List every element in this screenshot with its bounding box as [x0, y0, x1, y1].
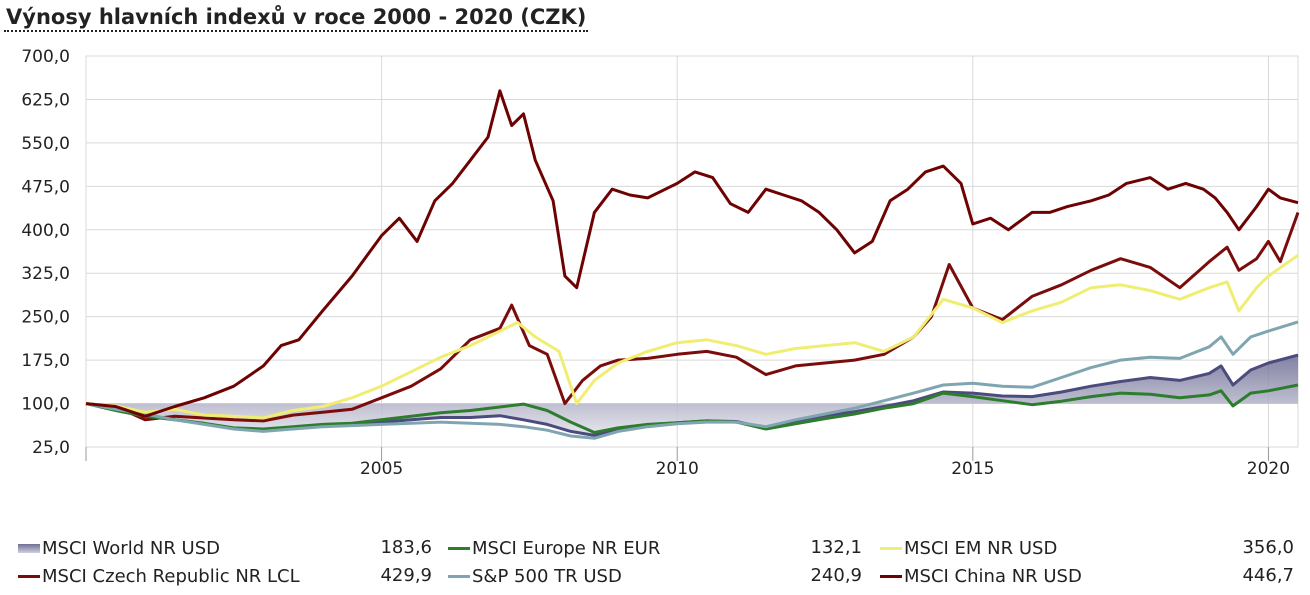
y-tick-label: 175,0 — [21, 351, 70, 371]
y-tick-label: 550,0 — [21, 134, 70, 154]
legend-swatch — [448, 546, 470, 550]
legend-swatch — [18, 543, 40, 553]
series-line-s-p-500-tr-usd — [85, 320, 1299, 440]
y-tick-label: 475,0 — [21, 177, 70, 197]
legend-item: MSCI Europe NR EUR — [448, 534, 660, 562]
legend-row: MSCI Czech Republic NR LCL 429,9 S&P 500… — [18, 562, 1302, 590]
y-tick-label: 100,0 — [21, 395, 70, 415]
chart-plot: 700,0 625,0 550,0 475,0 400,0 325,0 250,0 175,0… — [21, 47, 1300, 479]
legend-item: S&P 500 TR USD — [448, 562, 622, 590]
legend-value: 356,0 — [1242, 537, 1294, 558]
series-line-msci-china-nr-usd — [85, 89, 1299, 418]
legend-label: MSCI Europe NR EUR — [472, 537, 661, 559]
x-tick-label: 2010 — [656, 459, 699, 479]
legend-row: MSCI World NR USD 183,6 MSCI Europe NR E… — [18, 534, 1302, 562]
legend-item: MSCI China NR USD — [880, 562, 1082, 590]
x-tick-label: 2015 — [951, 459, 994, 479]
legend-swatch — [448, 574, 470, 578]
y-tick-label: 250,0 — [21, 308, 70, 328]
legend-swatch — [880, 546, 902, 550]
y-tick-label: 400,0 — [21, 221, 70, 241]
legend-label: MSCI China NR USD — [904, 565, 1082, 587]
y-tick-label: 325,0 — [21, 264, 70, 284]
legend-label: S&P 500 TR USD — [472, 565, 622, 587]
series-area-msci-world — [86, 355, 1298, 436]
legend-value: 446,7 — [1242, 565, 1294, 586]
legend-label: MSCI Czech Republic NR LCL — [42, 565, 300, 587]
chart-legend: MSCI World NR USD 183,6 MSCI Europe NR E… — [18, 534, 1302, 590]
legend-label: MSCI EM NR USD — [904, 537, 1058, 559]
series-line-msci-em-nr-usd — [85, 254, 1299, 420]
legend-value: 183,6 — [380, 537, 432, 558]
series-line-msci-czech-republic-nr-lcl — [85, 211, 1300, 423]
x-tick-label: 2020 — [1247, 459, 1290, 479]
y-tick-label: 625,0 — [21, 90, 70, 110]
chart-title: Výnosy hlavních indexů v roce 2000 - 202… — [4, 4, 589, 32]
legend-item: MSCI Czech Republic NR LCL — [18, 562, 300, 590]
legend-value: 429,9 — [380, 565, 432, 586]
x-tick-label: 2005 — [360, 459, 403, 479]
legend-value: 240,9 — [810, 565, 862, 586]
legend-swatch — [880, 574, 902, 578]
legend-item: MSCI World NR USD — [18, 534, 220, 562]
y-tick-label: 25,0 — [32, 438, 70, 458]
legend-value: 132,1 — [810, 537, 862, 558]
legend-item: MSCI EM NR USD — [880, 534, 1057, 562]
legend-swatch — [18, 574, 40, 578]
y-tick-label: 700,0 — [21, 47, 70, 67]
legend-label: MSCI World NR USD — [42, 537, 221, 559]
